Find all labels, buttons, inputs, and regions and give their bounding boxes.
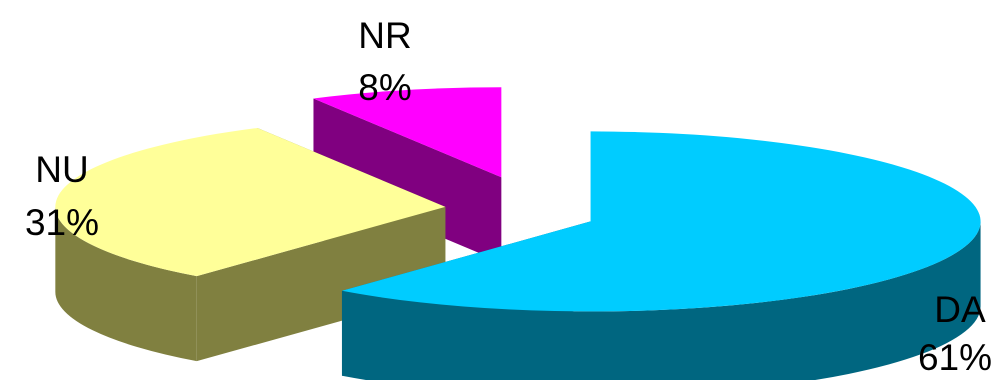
slice-labels: DA 61% NU 31% NR 8%	[25, 15, 992, 378]
label-nu-percent: 31%	[25, 202, 99, 243]
slice-nu	[55, 127, 446, 277]
label-nu-category: NU	[35, 149, 88, 190]
label-nr-percent: 8%	[358, 67, 411, 108]
label-da-category: DA	[934, 289, 986, 330]
slice-nu-rim	[55, 206, 197, 362]
slice-tops	[55, 87, 981, 312]
slice-da	[341, 131, 981, 312]
slice-da-rim	[341, 221, 981, 380]
label-nr-category: NR	[358, 15, 411, 56]
slice-nr-wall-0	[313, 98, 502, 263]
label-da-percent: 61%	[918, 337, 992, 378]
slice-nr	[313, 87, 502, 178]
